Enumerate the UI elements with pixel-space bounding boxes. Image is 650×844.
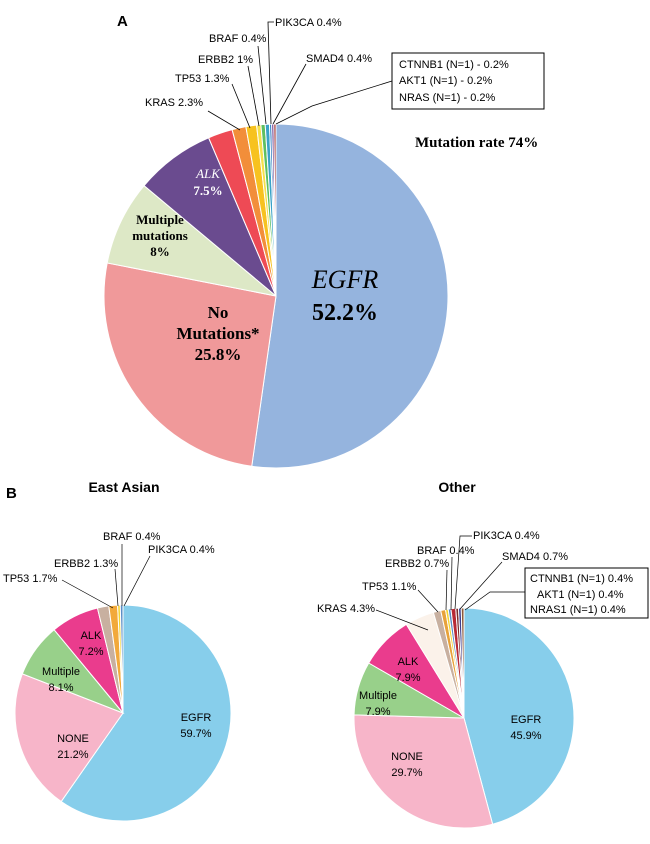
panel-a-box-line-3: NRAS (N=1) - 0.2% <box>399 92 495 104</box>
mutation-rate-label: Mutation rate 74% <box>415 135 538 151</box>
pie-ot-slice-none <box>353 714 494 829</box>
label-ot-mult: Multiple <box>359 690 397 702</box>
leader-a-kras <box>207 110 241 131</box>
leader-ea-tp53 <box>61 579 114 609</box>
leader-a-braf <box>257 45 267 125</box>
label-ot-tp53: TP53 1.1% <box>362 581 417 593</box>
leader-ea-pik3ca <box>123 555 151 607</box>
panel-a-minor-box <box>391 52 545 110</box>
leader-ot-braf <box>450 556 453 611</box>
pie-ea-slice-egfr <box>60 604 232 822</box>
leader-ot-tp53 <box>417 589 439 613</box>
leader-ot-erbb2 <box>445 569 448 611</box>
label-a-alk-pct: 7.5% <box>193 183 222 198</box>
label-ot-kras: KRAS 4.3% <box>317 603 375 615</box>
leader-a-smad4 <box>272 63 307 125</box>
label-ot-alk: ALK <box>398 656 419 668</box>
label-ea-mult: Multiple <box>42 666 80 678</box>
leader-a-erbb2 <box>247 65 260 127</box>
label-a-alk: ALK <box>195 166 221 181</box>
pie-chart-other <box>353 607 575 829</box>
label-ea-none: NONE <box>57 733 89 745</box>
pie-chart-a <box>103 123 449 469</box>
label-ea-alk-pct: 7.2% <box>78 646 103 658</box>
pie-ea-slice-none <box>14 673 124 803</box>
label-a-none-pct: 25.8% <box>195 345 242 364</box>
label-ea-egfr: EGFR <box>181 712 212 724</box>
label-ot-egfr-pct: 45.9% <box>510 730 541 742</box>
panel-b-minor-box <box>524 567 649 619</box>
label-a-none-1: No <box>208 303 229 322</box>
label-ea-erbb2: ERBB2 1.3% <box>54 558 118 570</box>
leader-ot-kras <box>375 609 429 631</box>
label-a-mult-2: mutations <box>132 228 188 243</box>
label-ot-alk-pct: 7.9% <box>395 672 420 684</box>
label-ot-none-pct: 29.7% <box>391 767 422 779</box>
pie-a-slice-no-mutations <box>103 262 277 467</box>
label-a-braf: BRAF 0.4% <box>209 33 267 45</box>
label-ot-egfr: EGFR <box>511 714 542 726</box>
panel-a-box-line-2: AKT1 (N=1) - 0.2% <box>399 75 492 87</box>
panel-b-letter: B <box>6 485 17 502</box>
label-a-egfr: EGFR <box>311 265 379 294</box>
label-a-kras: KRAS 2.3% <box>145 97 203 109</box>
leader-ea-erbb2 <box>114 568 119 607</box>
label-ea-pik3ca: PIK3CA 0.4% <box>148 544 215 556</box>
panel-b-box-line-1: CTNNB1 (N=1) 0.4% <box>530 573 633 585</box>
leader-ot-box <box>464 591 525 611</box>
label-a-mult-pct: 8% <box>150 244 170 259</box>
panel-a-box-line-1: CTNNB1 (N=1) - 0.2% <box>399 59 509 71</box>
label-ea-braf: BRAF 0.4% <box>103 531 161 543</box>
label-ea-none-pct: 21.2% <box>57 749 88 761</box>
leader-a-tp53 <box>231 83 251 129</box>
leader-a-box <box>275 80 393 125</box>
label-a-erbb2: ERBB2 1% <box>198 54 253 66</box>
label-a-smad4: SMAD4 0.4% <box>306 53 372 65</box>
leader-ot-pik3ca <box>454 535 472 610</box>
pie-a-slice-egfr <box>251 123 449 469</box>
label-a-pik3ca: PIK3CA 0.4% <box>275 17 342 29</box>
pie-chart-east-asian <box>14 604 232 822</box>
label-ot-smad4: SMAD4 0.7% <box>502 551 568 563</box>
label-ea-alk: ALK <box>81 630 102 642</box>
east-asian-title: East Asian <box>88 479 159 495</box>
label-ea-tp53: TP53 1.7% <box>3 573 58 585</box>
pie-ot-slice-egfr <box>463 607 575 825</box>
pie-a-slice-nras <box>273 123 277 297</box>
label-ea-mult-pct: 8.1% <box>48 682 73 694</box>
label-ot-braf: BRAF 0.4% <box>417 545 475 557</box>
label-a-egfr-pct: 52.2% <box>312 300 378 326</box>
leader-a-pik3ca <box>267 21 274 125</box>
label-ot-pik3ca: PIK3CA 0.4% <box>473 530 540 542</box>
leader-ot-smad4 <box>459 561 503 610</box>
label-a-none-2: Mutations* <box>176 324 259 343</box>
panel-a-letter: A <box>117 13 128 30</box>
label-ot-none: NONE <box>391 751 423 763</box>
panel-b-box-line-2: AKT1 (N=1) 0.4% <box>537 589 624 601</box>
label-ot-erbb2: ERBB2 0.7% <box>385 558 449 570</box>
label-a-mult-1: Multiple <box>136 212 184 227</box>
label-ea-egfr-pct: 59.7% <box>180 728 211 740</box>
pie-ea-slice-pik3ca <box>119 604 124 714</box>
label-a-tp53: TP53 1.3% <box>175 73 230 85</box>
label-ot-mult-pct: 7.9% <box>365 706 390 718</box>
panel-b-box-line-3: NRAS1 (N=1) 0.4% <box>530 604 626 616</box>
other-title: Other <box>438 479 476 495</box>
